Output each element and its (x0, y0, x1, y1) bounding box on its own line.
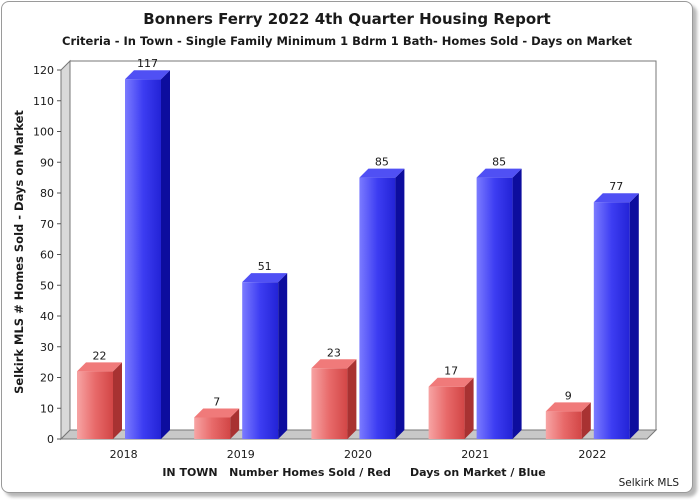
bar-days-on-market-2018: 117 (125, 57, 170, 439)
bar-side (113, 362, 122, 439)
bar-homes-sold-2021: 17 (428, 365, 474, 439)
bar-days-on-market-2021: 85 (476, 156, 522, 439)
data-label: 17 (444, 365, 458, 378)
data-label: 85 (492, 156, 506, 169)
chart-frame: Bonners Ferry 2022 4th Quarter Housing R… (1, 1, 693, 493)
y-tick-label: 40 (40, 310, 54, 323)
bar-side (347, 359, 357, 439)
data-label: 23 (327, 346, 341, 359)
data-label: 7 (213, 395, 220, 408)
x-tick-label: 2018 (110, 448, 138, 461)
data-label: 85 (375, 156, 389, 169)
bar-top (476, 168, 522, 178)
bar-top (77, 362, 122, 372)
bar-front (476, 177, 513, 439)
y-tick-label: 90 (40, 156, 54, 169)
data-label: 77 (609, 180, 623, 193)
chart-subtitle: Criteria - In Town - Single Family Minim… (62, 34, 632, 48)
y-tick-label: 50 (40, 279, 54, 292)
y-tick-label: 70 (40, 218, 54, 231)
plot-left-wall (60, 59, 71, 441)
bar-front (593, 202, 630, 439)
bar-days-on-market-2022: 77 (593, 180, 639, 439)
data-label: 117 (137, 57, 158, 70)
y-tick-label: 0 (47, 433, 54, 446)
chart: Bonners Ferry 2022 4th Quarter Housing R… (12, 10, 680, 489)
chart-title: Bonners Ferry 2022 4th Quarter Housing R… (143, 10, 550, 28)
bar-front (242, 282, 279, 439)
bar-homes-sold-2022: 9 (545, 389, 591, 439)
bar-homes-sold-2020: 23 (311, 346, 357, 439)
bar-side (230, 408, 240, 439)
bar-front (77, 371, 113, 439)
bar-days-on-market-2019: 51 (242, 260, 288, 439)
x-tick-label: 2021 (461, 448, 489, 461)
y-axis-label: Selkirk MLS # Homes Sold - Days on Marke… (12, 110, 26, 394)
y-axis-ticks: 0 10 20 30 40 50 60 70 80 90 100 110 120 (33, 64, 61, 446)
x-axis-ticks: 2018 2019 2020 2021 2022 (110, 448, 607, 461)
bar-side (464, 377, 474, 439)
bar-side (278, 273, 288, 439)
bar-front (194, 417, 231, 439)
y-tick-label: 20 (40, 372, 54, 385)
y-tick-label: 100 (33, 126, 54, 139)
x-tick-label: 2019 (227, 448, 255, 461)
bar-side (629, 193, 639, 439)
bar-side (581, 402, 591, 439)
bar-front (545, 411, 582, 439)
bar-top (545, 402, 591, 412)
bar-side (161, 70, 170, 439)
y-tick-label: 10 (40, 402, 54, 415)
bars: 22 117 7 51 23 85 17 85 9 77 (77, 57, 639, 439)
bar-top (428, 377, 474, 387)
data-label: 51 (258, 260, 272, 273)
x-tick-label: 2020 (344, 448, 372, 461)
bar-front (428, 386, 465, 439)
y-tick-label: 110 (33, 95, 54, 108)
y-tick-label: 30 (40, 341, 54, 354)
bar-top (242, 273, 288, 283)
bar-side (395, 168, 405, 439)
y-tick-label: 120 (33, 64, 54, 77)
y-tick-label: 60 (40, 249, 54, 262)
data-label: 9 (565, 389, 572, 402)
bar-front (359, 177, 396, 439)
bar-top (125, 70, 170, 80)
bar-top (194, 408, 240, 418)
data-label: 22 (93, 349, 107, 362)
bar-days-on-market-2020: 85 (359, 156, 405, 439)
y-tick-label: 80 (40, 187, 54, 200)
bar-front (311, 368, 348, 439)
bar-homes-sold-2018: 22 (77, 349, 122, 439)
x-tick-label: 2022 (578, 448, 606, 461)
bar-top (359, 168, 405, 178)
credit-label: Selkirk MLS (619, 477, 680, 489)
x-axis-label: IN TOWN Number Homes Sold / Red Days on … (162, 466, 545, 479)
bar-front (125, 79, 161, 439)
bar-top (311, 359, 357, 369)
bar-top (593, 193, 639, 203)
bar-side (512, 168, 522, 439)
bar-homes-sold-2019: 7 (194, 395, 240, 439)
